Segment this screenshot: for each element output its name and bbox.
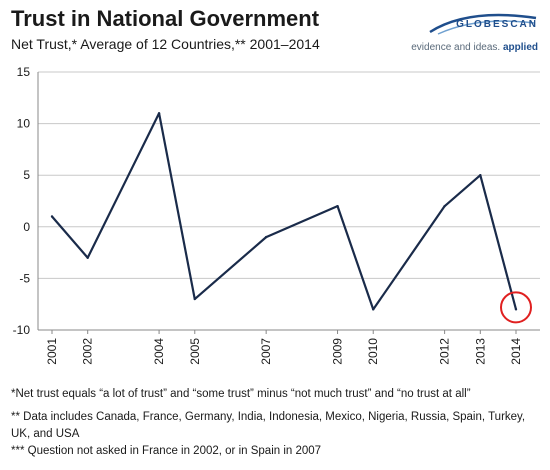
footnote-1: *Net trust equals “a lot of trust” and “…: [11, 388, 471, 400]
y-tick-label: -10: [13, 323, 31, 337]
logo-tagline-prefix: evidence and ideas.: [411, 42, 501, 53]
globe-swoosh-icon: [429, 13, 537, 35]
data-point: [193, 297, 196, 301]
series-group: [50, 112, 518, 311]
y-tick-label: -5: [19, 271, 30, 285]
chart-title: Trust in National Government: [11, 6, 320, 31]
data-point: [336, 204, 339, 208]
logo-tagline: evidence and ideas. applied: [411, 42, 538, 53]
grid-lines: [38, 71, 540, 331]
highlight-group: [500, 291, 532, 324]
x-tick-label: 2014: [509, 338, 523, 365]
chart-subtitle: Net Trust,* Average of 12 Countries,** 2…: [11, 36, 320, 52]
data-point: [372, 308, 375, 311]
y-tick-label: 10: [17, 117, 31, 131]
data-point: [50, 215, 54, 218]
x-tick-label: 2005: [188, 338, 202, 365]
x-tick-label: 2002: [81, 338, 95, 365]
y-axis: -10 -5 0 5 10 15: [13, 65, 39, 337]
y-tick-label: 15: [17, 65, 31, 79]
x-tick-label: 2009: [331, 338, 345, 365]
data-point: [479, 174, 482, 177]
x-tick-label: 2001: [45, 338, 59, 365]
y-tick-label: 0: [23, 220, 30, 234]
footnote-2: ** Data includes Canada, France, Germany…: [11, 411, 526, 440]
x-tick-label: 2004: [152, 338, 166, 365]
data-point: [514, 308, 518, 311]
footnote-3: *** Question not asked in France in 2002…: [11, 445, 322, 457]
data-point: [157, 112, 161, 115]
x-tick-label: 2012: [438, 338, 452, 365]
y-tick-label: 5: [23, 168, 30, 182]
globescan-logo: GLOBESCAN evidence and ideas. applied: [408, 10, 538, 60]
x-tick-label: 2007: [259, 338, 273, 365]
x-axis: 2001 2002 2004 2005 2007 2009 2010 2012 2013 2014: [38, 329, 540, 365]
data-point: [443, 204, 446, 208]
x-tick-label: 2013: [473, 338, 487, 365]
logo-tagline-emphasis: applied: [502, 42, 538, 53]
data-point: [264, 235, 268, 239]
series-line: [51, 112, 518, 311]
highlight-circle: [500, 291, 532, 324]
footnotes: *Net trust equals “a lot of trust” and “…: [11, 386, 541, 460]
data-point: [86, 256, 89, 259]
logo-name: GLOBESCAN: [456, 19, 538, 30]
x-tick-label: 2010: [366, 338, 380, 365]
